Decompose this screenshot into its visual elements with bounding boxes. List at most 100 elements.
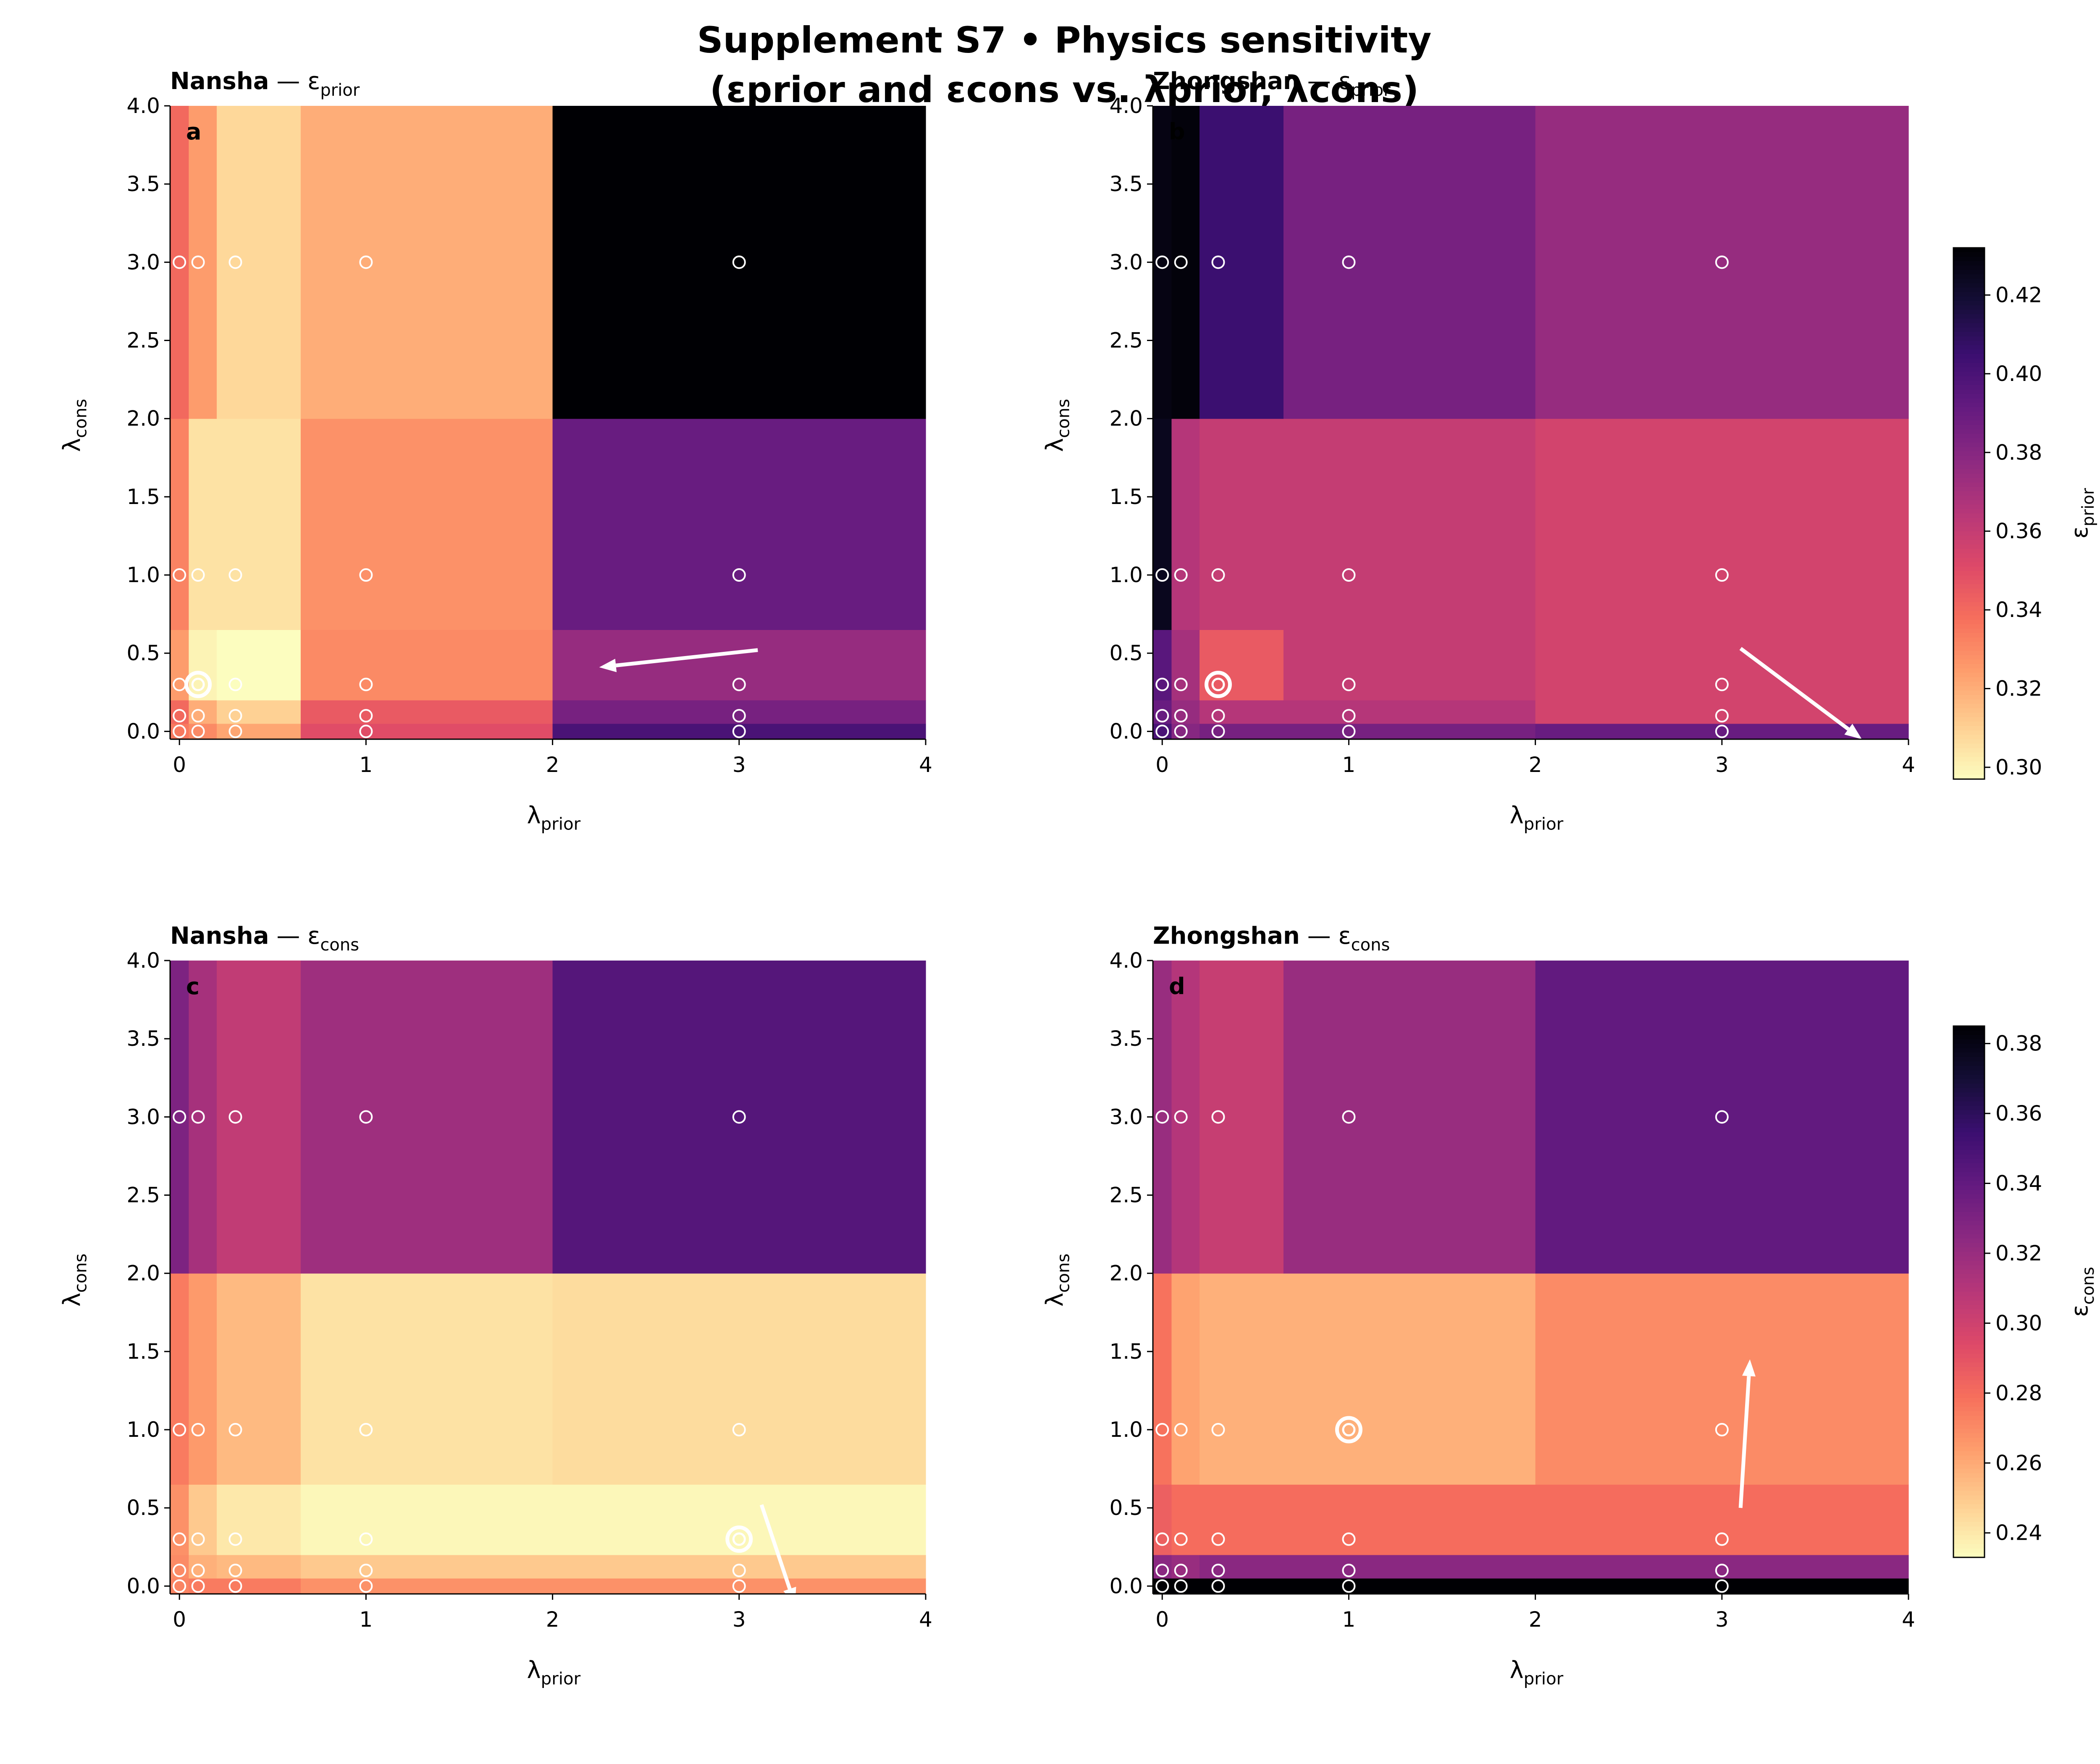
colorbar-segment [1953, 1473, 1984, 1478]
colorbar-segment [1953, 1309, 1984, 1315]
heatmap-cell [1535, 418, 1909, 630]
heatmap-cell [1200, 1484, 1284, 1555]
colorbar-segment [1953, 402, 1984, 408]
colorbar-segment [1953, 1247, 1984, 1252]
colorbar-segment [1953, 1137, 1984, 1142]
colorbar-tick-label: 0.26 [1995, 1451, 2042, 1475]
y-tick-label: 0.0 [1109, 1574, 1143, 1598]
y-tick-label: 0.5 [1109, 1496, 1143, 1520]
colorbar-segment [1953, 1438, 1984, 1443]
colorbar-tick-label: 0.24 [1995, 1521, 2042, 1545]
colorbar-segment [1953, 1553, 1984, 1558]
sample-point [173, 568, 186, 582]
colorbar-segment [1953, 1491, 1984, 1496]
best-config-inner-marker [1342, 1423, 1355, 1436]
x-tick-label: 2 [546, 1607, 559, 1632]
colorbar-label: εprior [2066, 488, 2098, 538]
heatmap-cell [300, 700, 553, 724]
x-tick-label: 0 [1155, 753, 1169, 777]
heatmap-cell [189, 1578, 217, 1594]
colorbar-segment [1953, 278, 1984, 284]
heatmap-cell [1200, 1554, 1284, 1579]
gradient-arrow-shaft [615, 648, 758, 667]
best-config-marker [1204, 671, 1232, 698]
colorbar-segment [1953, 571, 1984, 576]
colorbar-segment [1953, 708, 1984, 713]
colorbar-tick-label: 0.40 [1995, 362, 2042, 386]
heatmap-cell [300, 106, 553, 419]
heatmap-cell [1153, 418, 1172, 630]
colorbar-segment [1953, 332, 1984, 337]
colorbar-tick-label: 0.38 [1995, 440, 2042, 465]
colorbar-segment [1953, 1030, 1984, 1035]
heatmap-cell [1535, 106, 1909, 419]
gradient-arrow-head [1844, 724, 1862, 739]
colorbar-segment [1953, 774, 1984, 780]
heatmap-cell [1535, 1484, 1909, 1555]
heatmap-cell [217, 961, 301, 1274]
colorbar-segment [1953, 730, 1984, 735]
heatmap-cell [217, 1273, 301, 1485]
sample-point [191, 1423, 205, 1437]
sample-point [1715, 1532, 1729, 1546]
sample-point [173, 1579, 186, 1593]
colorbar-segment [1953, 425, 1984, 430]
colorbar-segment [1953, 500, 1984, 505]
colorbar-segment [1953, 655, 1984, 660]
colorbar-segment [1953, 1044, 1984, 1049]
colorbar-segment [1953, 1517, 1984, 1522]
heatmap-cell [1200, 700, 1284, 724]
colorbar: 0.30 0.32 0.34 0.36 0.38 0.40 0.42 εprior [1953, 247, 2098, 780]
x-tick-label: 3 [1715, 753, 1729, 777]
sample-point [228, 677, 242, 691]
colorbar-segment [1953, 1053, 1984, 1058]
colorbar-segment [1953, 252, 1984, 257]
heatmap-cell [552, 418, 926, 630]
colorbar-segment [1953, 1128, 1984, 1133]
heatmap-cell [217, 1484, 301, 1555]
y-tick-label: 1.5 [1109, 1339, 1143, 1364]
y-tick-label: 2.0 [126, 1261, 160, 1286]
x-tick-label: 1 [360, 753, 373, 777]
heatmap-cell [1200, 418, 1284, 630]
colorbar-segment [1953, 305, 1984, 310]
y-tick-label: 1.5 [1109, 485, 1143, 509]
colorbar-segment [1953, 1239, 1984, 1244]
sample-point [228, 568, 242, 582]
colorbar-tick-label: 0.34 [1995, 1171, 2042, 1196]
sample-point [1715, 677, 1729, 691]
x-tick-label: 3 [732, 1607, 746, 1632]
colorbar-segment [1953, 442, 1984, 448]
colorbar-segment [1953, 1097, 1984, 1102]
colorbar-segment [1953, 504, 1984, 509]
colorbar-segment [1953, 1114, 1984, 1120]
colorbar-segment [1953, 358, 1984, 363]
sample-point [1211, 1564, 1225, 1578]
colorbar-segment [1953, 513, 1984, 518]
heatmap-cell [1535, 1554, 1909, 1579]
heatmap-cell [217, 723, 301, 740]
colorbar-segment [1953, 1429, 1984, 1434]
y-tick-label: 1.5 [126, 1339, 160, 1364]
y-axis-label: λcons [1041, 1253, 1074, 1307]
colorbar-segment [1953, 584, 1984, 589]
best-config-inner-marker [1212, 678, 1225, 691]
colorbar-segment [1953, 597, 1984, 603]
sample-point [1174, 1110, 1188, 1124]
colorbar-segment [1953, 743, 1984, 749]
panel-d: 0 1 2 3 4 0.0 0.5 1.0 1.5 2.0 2.5 3.0 3.5 4.0 λprior λc… [1041, 922, 2098, 1689]
heatmap-cell [1535, 700, 1909, 724]
colorbar-segment [1953, 1061, 1984, 1066]
heatmap-cell [189, 1484, 217, 1555]
colorbar-segment [1953, 1283, 1984, 1288]
sample-point [1174, 1532, 1188, 1546]
heatmap-cell [552, 700, 926, 724]
x-tick-label: 1 [360, 1607, 373, 1632]
colorbar-segment [1953, 1367, 1984, 1372]
colorbar-segment [1953, 345, 1984, 350]
heatmap-cell [552, 1273, 926, 1485]
sample-point [1211, 709, 1225, 723]
sample-point [173, 1423, 186, 1437]
best-config-marker [725, 1525, 753, 1553]
x-tick-label: 0 [173, 1607, 186, 1632]
